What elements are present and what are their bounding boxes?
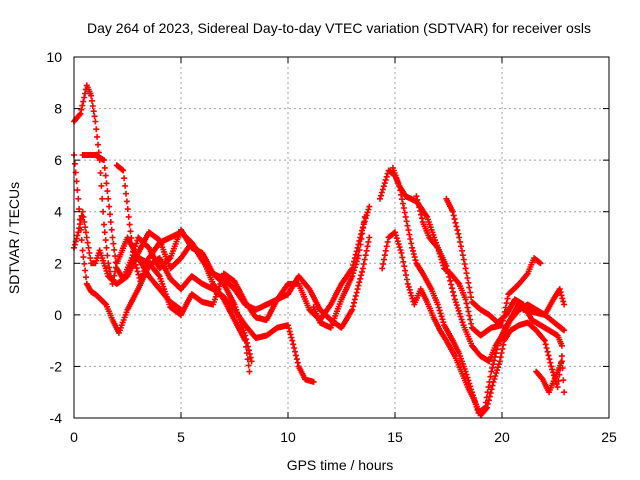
x-tick-label: 15 (387, 429, 403, 445)
plot-frame (73, 56, 610, 419)
y-tick-label: 0 (54, 307, 62, 323)
y-tick-label: 8 (54, 101, 62, 117)
x-tick-label: 0 (70, 429, 78, 445)
x-tick-label: 5 (177, 429, 185, 445)
grid-lines (74, 57, 609, 418)
y-tick-label: -2 (50, 358, 63, 374)
data-series (71, 82, 568, 419)
series-track-13 (533, 358, 565, 396)
chart-title: Day 264 of 2023, Sidereal Day-to-day VTE… (87, 20, 591, 36)
y-axis-label: SDTVAR / TECUs (6, 182, 22, 294)
series-track-3 (113, 162, 253, 375)
series-track-12 (443, 195, 565, 349)
axis-ticks: 0 5 10 15 20 25 -4 -2 0 2 4 6 8 10 (46, 49, 617, 445)
plus-markers (443, 195, 565, 349)
y-tick-label: 2 (54, 255, 62, 271)
plus-markers (310, 213, 368, 331)
series-track-7 (310, 213, 368, 331)
x-tick-label: 10 (280, 429, 296, 445)
plus-markers (413, 193, 568, 365)
series-track-11 (413, 193, 568, 365)
plus-markers (113, 162, 253, 375)
x-tick-label: 25 (601, 429, 617, 445)
y-tick-label: -4 (50, 410, 63, 426)
y-tick-label: 10 (46, 49, 62, 65)
x-tick-label: 20 (494, 429, 510, 445)
x-axis-label: GPS time / hours (287, 457, 394, 473)
plus-markers (379, 229, 568, 419)
series-track-10 (379, 229, 568, 419)
y-tick-label: 6 (54, 152, 62, 168)
plus-markers (533, 358, 565, 396)
y-tick-label: 4 (54, 204, 62, 220)
